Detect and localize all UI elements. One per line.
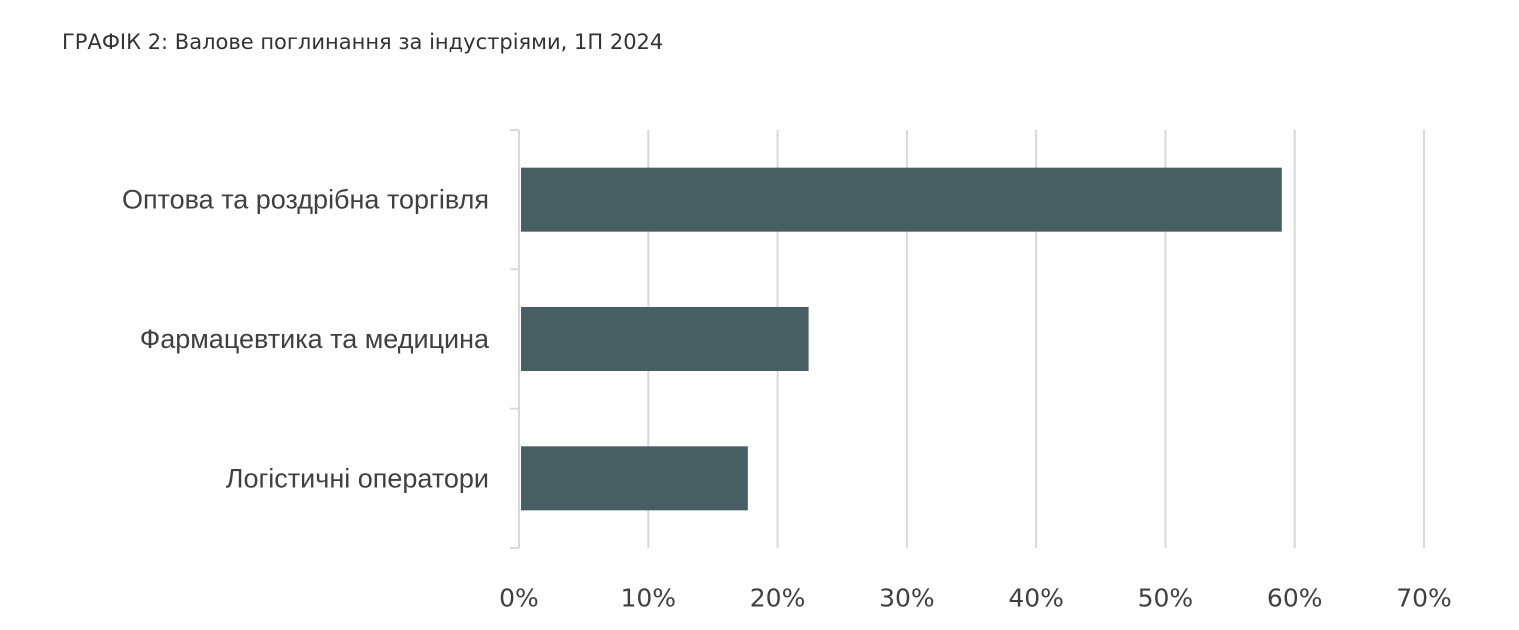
x-tick-label: 30% <box>879 584 935 613</box>
bar <box>521 307 809 371</box>
category-label: Оптова та роздрібна торгівля <box>122 185 489 215</box>
bars <box>521 167 1282 511</box>
category-label: Логістичні оператори <box>226 463 489 493</box>
x-tick-label: 70% <box>1396 584 1452 613</box>
x-tick-label: 40% <box>1008 584 1064 613</box>
bar <box>521 446 748 511</box>
chart-title: ГРАФІК 2: Валове поглинання за індустрія… <box>62 30 664 54</box>
x-tick-label: 50% <box>1138 584 1194 613</box>
category-axis <box>510 129 520 549</box>
bar <box>521 167 1282 232</box>
x-tick-label: 60% <box>1267 584 1323 613</box>
category-labels: Оптова та роздрібна торгівля Фармацевтика… <box>122 185 490 494</box>
x-tick-labels: 0% 10% 20% 30% 40% 50% 60% 70% <box>499 584 1452 613</box>
x-tick-label: 0% <box>499 584 539 613</box>
x-tick-label: 10% <box>620 584 676 613</box>
x-tick-label: 20% <box>750 584 806 613</box>
category-label: Фармацевтика та медицина <box>140 324 490 354</box>
